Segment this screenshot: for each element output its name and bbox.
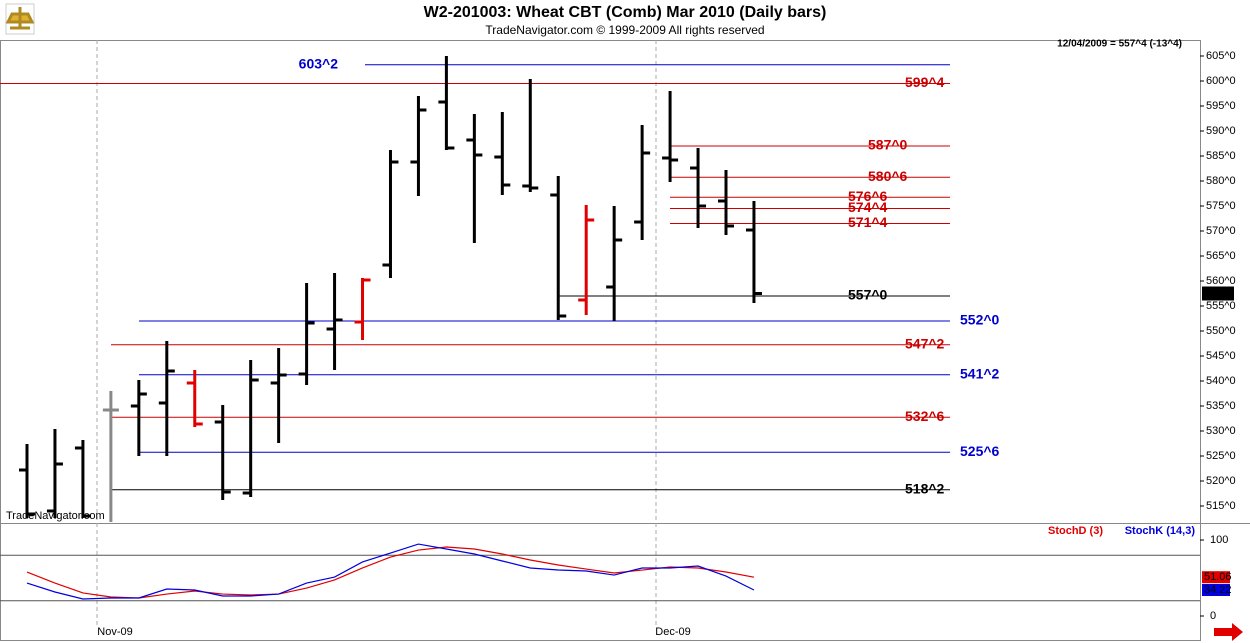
y-tick-label: 540^0 xyxy=(1206,375,1236,387)
last-value-box xyxy=(1202,571,1230,584)
y-tick-label: 595^0 xyxy=(1206,100,1236,112)
subtitle: TradeNavigator.com © 1999-2009 All right… xyxy=(485,23,764,37)
x-tick-label: Dec-09 xyxy=(655,626,690,638)
last-price-label: 557^4 xyxy=(1204,287,1234,299)
y-tick-label: 530^0 xyxy=(1206,425,1236,437)
y-tick-label: 525^0 xyxy=(1206,450,1236,462)
y-tick-label: 545^0 xyxy=(1206,350,1236,362)
level-label: 552^0 xyxy=(960,312,1000,328)
stoch-line xyxy=(26,546,755,599)
level-label: 576^6 xyxy=(848,188,888,204)
level-label: 580^6 xyxy=(868,168,908,184)
y-tick-label: 100 xyxy=(1210,534,1228,546)
level-label: 547^2 xyxy=(905,335,945,351)
y-tick-label: 520^0 xyxy=(1206,475,1236,487)
last-value-box xyxy=(1202,583,1230,596)
price-info: 12/04/2009 = 557^4 (-13^4) xyxy=(1057,39,1182,50)
y-tick-label: 590^0 xyxy=(1206,125,1236,137)
level-label: 599^4 xyxy=(905,74,945,90)
legend-entry: StochK (14,3) xyxy=(1125,525,1196,537)
last-value-label: 34.22 xyxy=(1204,584,1232,596)
y-tick-label: 585^0 xyxy=(1206,150,1236,162)
y-tick-label: 535^0 xyxy=(1206,400,1236,412)
level-label: 525^6 xyxy=(960,443,1000,459)
level-label: 574^4 xyxy=(848,199,888,215)
level-label: 557^0 xyxy=(848,287,888,303)
y-tick-label: 600^0 xyxy=(1206,75,1236,87)
y-tick-label: 550^0 xyxy=(1206,325,1236,337)
logo xyxy=(5,3,35,35)
plot-frame xyxy=(0,40,1201,641)
level-label: 541^2 xyxy=(960,365,1000,381)
level-label: 518^2 xyxy=(905,480,945,496)
chart-title: W2-201003: Wheat CBT (Comb) Mar 2010 (Da… xyxy=(424,4,827,21)
level-label: 532^6 xyxy=(905,408,945,424)
legend-entry: StochD (3) xyxy=(1048,525,1103,537)
y-tick-label: 515^0 xyxy=(1206,500,1236,512)
y-tick-label: 0 xyxy=(1210,610,1216,622)
last-price-box xyxy=(1202,286,1234,301)
y-tick-label: 605^0 xyxy=(1206,50,1236,62)
y-tick-label: 565^0 xyxy=(1206,250,1236,262)
y-tick-label: 580^0 xyxy=(1206,175,1236,187)
level-label: 587^0 xyxy=(868,137,908,153)
y-tick-label: 570^0 xyxy=(1206,225,1236,237)
stoch-line xyxy=(26,543,755,600)
scroll-arrow[interactable] xyxy=(1214,623,1243,641)
level-label: 571^4 xyxy=(848,214,888,230)
x-tick-label: Nov-09 xyxy=(97,626,132,638)
last-value-label: 51.06 xyxy=(1204,571,1232,583)
y-tick-label: 560^0 xyxy=(1206,275,1236,287)
level-label: 603^2 xyxy=(299,55,339,71)
y-tick-label: 575^0 xyxy=(1206,200,1236,212)
y-tick-label: 555^0 xyxy=(1206,300,1236,312)
